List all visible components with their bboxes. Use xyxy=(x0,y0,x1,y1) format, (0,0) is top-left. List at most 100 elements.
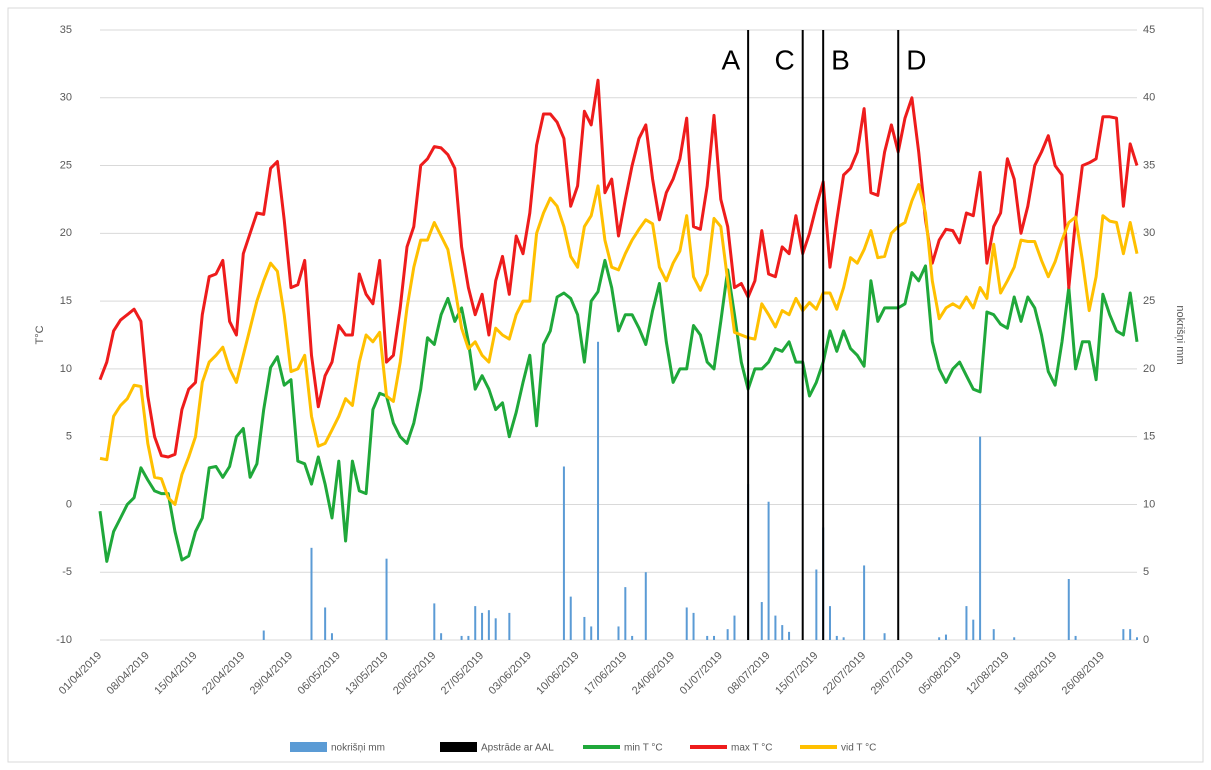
bar xyxy=(508,612,511,640)
bar xyxy=(644,572,647,640)
y2-tick-label: 10 xyxy=(1143,498,1155,510)
y2-tick-label: 30 xyxy=(1143,227,1155,239)
bar xyxy=(467,635,470,640)
x-tick-label: 26/08/2019 xyxy=(1060,650,1107,697)
y-tick-label: 35 xyxy=(60,24,72,36)
y-tick-label: 15 xyxy=(60,295,72,307)
bar xyxy=(617,626,620,640)
x-tick-label: 29/07/2019 xyxy=(869,650,916,697)
bar xyxy=(494,618,497,640)
x-tick-label: 05/08/2019 xyxy=(916,650,963,697)
bar xyxy=(433,603,436,640)
legend-label: max T °C xyxy=(731,743,772,754)
bar xyxy=(842,637,845,640)
x-tick-label: 15/04/2019 xyxy=(152,650,199,697)
x-tick-label: 13/05/2019 xyxy=(343,650,390,697)
bar xyxy=(938,637,941,640)
y2-axis-title: nokrišņi mm xyxy=(1174,305,1186,364)
bar xyxy=(324,607,327,640)
bar xyxy=(767,501,770,640)
legend-label: vid T °C xyxy=(841,743,876,754)
bar xyxy=(781,625,784,640)
bar xyxy=(1013,637,1016,640)
bar xyxy=(965,606,968,640)
legend-label: min T °C xyxy=(624,743,663,754)
y2-tick-label: 20 xyxy=(1143,363,1155,375)
y-tick-label: 20 xyxy=(60,227,72,239)
y2-tick-label: 15 xyxy=(1143,431,1155,443)
treatment-label: B xyxy=(831,44,850,75)
line-series xyxy=(98,78,1139,459)
legend-swatch xyxy=(290,742,327,752)
y2-tick-label: 45 xyxy=(1143,24,1155,36)
bar xyxy=(460,635,463,640)
legend-swatch xyxy=(800,745,837,749)
bar xyxy=(828,606,831,640)
line-series xyxy=(99,183,1139,506)
legend-item: max T °C xyxy=(690,743,772,754)
chart-border xyxy=(7,7,1204,763)
y2-tick-label: 5 xyxy=(1143,566,1149,578)
y2-tick-label: 25 xyxy=(1143,295,1155,307)
x-tick-label: 06/05/2019 xyxy=(296,650,343,697)
bar xyxy=(883,633,886,640)
x-tick-label: 03/06/2019 xyxy=(487,650,534,697)
bar xyxy=(992,629,995,640)
y2-tick-label: 0 xyxy=(1143,634,1149,646)
x-tick-label: 10/06/2019 xyxy=(534,650,581,697)
legend-swatch xyxy=(440,742,477,752)
treatment-label: D xyxy=(906,44,926,75)
bar xyxy=(726,629,729,640)
bar xyxy=(1067,579,1070,640)
legend-swatch xyxy=(690,745,727,749)
bar xyxy=(1122,629,1125,640)
bar xyxy=(562,466,565,640)
bar xyxy=(1074,635,1077,640)
bar xyxy=(944,634,947,640)
y-tick-label: -10 xyxy=(56,634,72,646)
x-tick-label: 27/05/2019 xyxy=(439,650,486,697)
bar xyxy=(474,606,477,640)
x-tick-label: 15/07/2019 xyxy=(773,650,820,697)
bar xyxy=(706,635,709,640)
bar xyxy=(385,558,388,640)
x-tick-label: 17/06/2019 xyxy=(582,650,629,697)
bar xyxy=(487,610,490,640)
bar xyxy=(788,631,791,640)
x-tick-label: 08/07/2019 xyxy=(725,650,772,697)
x-tick-label: 22/04/2019 xyxy=(200,650,247,697)
treatment-label: C xyxy=(774,44,794,75)
x-tick-label: 08/04/2019 xyxy=(105,650,152,697)
y2-tick-label: 40 xyxy=(1143,92,1155,104)
y-tick-label: 0 xyxy=(66,498,72,510)
bar xyxy=(1129,629,1132,640)
bar xyxy=(590,626,593,640)
bar xyxy=(481,612,484,640)
bar xyxy=(262,630,265,640)
y-tick-label: 30 xyxy=(60,92,72,104)
legend-item: Apstrāde ar AAL xyxy=(440,742,554,754)
bar xyxy=(972,619,975,640)
bar xyxy=(330,633,333,640)
x-tick-label: 24/06/2019 xyxy=(630,650,677,697)
bar xyxy=(310,547,313,640)
legend-label: nokrišņi mm xyxy=(331,743,385,754)
bar xyxy=(569,596,572,640)
bar xyxy=(815,569,818,640)
y-tick-label: 25 xyxy=(60,159,72,171)
x-tick-label: 01/07/2019 xyxy=(678,650,725,697)
bar xyxy=(713,635,716,640)
bar xyxy=(692,612,695,640)
x-tick-label: 12/08/2019 xyxy=(964,650,1011,697)
bar xyxy=(1136,637,1138,640)
bar xyxy=(583,616,586,640)
bar xyxy=(631,635,634,640)
bar xyxy=(979,436,982,640)
bar xyxy=(624,587,627,640)
line-series xyxy=(98,258,1139,563)
bar xyxy=(733,615,736,640)
bar xyxy=(685,607,688,640)
y-axis-title: T°C xyxy=(34,325,46,344)
bar xyxy=(597,341,600,640)
y-tick-label: 10 xyxy=(60,363,72,375)
